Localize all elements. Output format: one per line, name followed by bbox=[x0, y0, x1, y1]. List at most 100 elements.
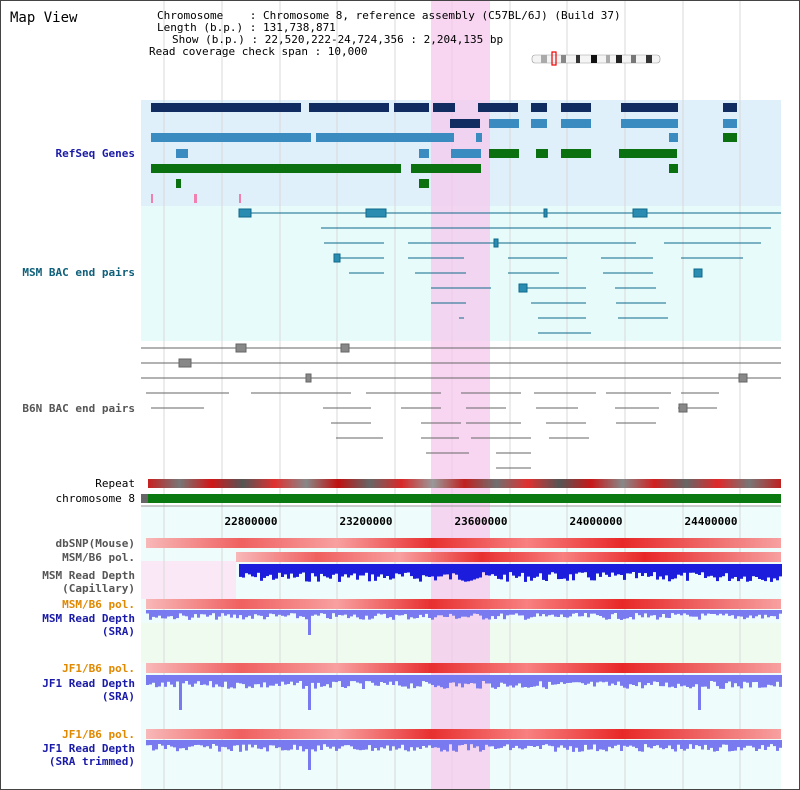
label-repeat[interactable]: Repeat bbox=[95, 477, 135, 490]
label-dbsnp[interactable]: dbSNP(Mouse) bbox=[55, 537, 135, 550]
depth-bar bbox=[248, 740, 251, 745]
depth-bar bbox=[299, 564, 302, 574]
depth-bar bbox=[590, 675, 593, 682]
depth-bar bbox=[212, 675, 215, 688]
depth-bar bbox=[167, 610, 170, 617]
b6n-bac-pairs bbox=[141, 343, 781, 469]
label-b6n-bac[interactable]: B6N BAC end pairs bbox=[22, 402, 135, 415]
depth-bar bbox=[665, 740, 668, 749]
depth-bar bbox=[248, 675, 251, 687]
depth-bar bbox=[380, 675, 383, 682]
depth-bar bbox=[734, 610, 737, 619]
depth-bar bbox=[425, 675, 428, 682]
depth-bar bbox=[287, 740, 290, 751]
depth-bar bbox=[515, 564, 518, 578]
depth-bar bbox=[518, 610, 521, 616]
depth-bar bbox=[311, 564, 314, 574]
depth-bar bbox=[755, 675, 758, 682]
depth-bar bbox=[497, 740, 500, 749]
depth-bar bbox=[596, 610, 599, 616]
depth-bar bbox=[377, 564, 380, 577]
depth-bar bbox=[170, 740, 173, 747]
depth-bar bbox=[380, 564, 383, 575]
depth-bar bbox=[257, 610, 260, 616]
depth-bar bbox=[185, 610, 188, 617]
chromosome-ideogram bbox=[531, 51, 661, 66]
depth-bar bbox=[329, 564, 332, 579]
depth-bar bbox=[467, 564, 470, 582]
depth-bar bbox=[317, 675, 320, 683]
label-msm-read-depth-sra-1[interactable]: MSM Read Depth bbox=[42, 612, 135, 625]
label-msm-b6-pol-1[interactable]: MSM/B6 pol. bbox=[62, 551, 135, 564]
depth-bar bbox=[434, 564, 437, 581]
depth-bar bbox=[209, 610, 212, 616]
depth-bar bbox=[716, 564, 719, 582]
depth-bar bbox=[149, 610, 152, 620]
depth-bar bbox=[473, 675, 476, 684]
depth-bar bbox=[725, 675, 728, 684]
depth-bar bbox=[455, 610, 458, 619]
depth-bar bbox=[296, 610, 299, 619]
depth-bar bbox=[707, 564, 710, 577]
label-refseq-genes[interactable]: RefSeq Genes bbox=[55, 147, 135, 160]
depth-bar bbox=[275, 675, 278, 684]
depth-bar bbox=[335, 610, 338, 617]
label-chromosome[interactable]: chromosome 8 bbox=[55, 492, 135, 505]
label-msm-b6-pol-2[interactable]: MSM/B6 pol. bbox=[62, 598, 135, 611]
depth-bar bbox=[422, 564, 425, 576]
depth-bar bbox=[698, 675, 701, 710]
depth-bar bbox=[644, 740, 647, 745]
depth-bar bbox=[524, 675, 527, 687]
jf1-read-depth-trimmed bbox=[146, 740, 782, 770]
label-msm-bac[interactable]: MSM BAC end pairs bbox=[22, 266, 135, 279]
label-jf1-b6-pol-1[interactable]: JF1/B6 pol. bbox=[62, 662, 135, 675]
depth-bar bbox=[545, 740, 548, 745]
depth-bar bbox=[581, 564, 584, 573]
depth-bar bbox=[434, 675, 437, 688]
depth-bar bbox=[620, 610, 623, 620]
depth-bar bbox=[761, 740, 764, 746]
depth-bar bbox=[248, 610, 251, 616]
label-msm-read-depth-cap-1[interactable]: MSM Read Depth bbox=[42, 569, 135, 582]
depth-bar bbox=[539, 564, 542, 574]
depth-bar bbox=[353, 675, 356, 682]
depth-bar bbox=[701, 675, 704, 687]
depth-bar bbox=[611, 740, 614, 749]
depth-bar bbox=[488, 610, 491, 620]
label-jf1-read-depth-sra-1[interactable]: JF1 Read Depth bbox=[42, 677, 135, 690]
depth-bar bbox=[392, 610, 395, 620]
depth-bar bbox=[260, 740, 263, 750]
depth-bar bbox=[560, 740, 563, 746]
depth-bar bbox=[593, 675, 596, 687]
depth-bar bbox=[692, 564, 695, 573]
depth-bar bbox=[281, 675, 284, 682]
depth-bar bbox=[554, 740, 557, 752]
depth-bar bbox=[239, 564, 242, 577]
depth-bar bbox=[344, 564, 347, 575]
depth-bar bbox=[458, 740, 461, 746]
depth-bar bbox=[710, 740, 713, 748]
depth-bar bbox=[227, 610, 230, 615]
depth-bar bbox=[728, 740, 731, 752]
depth-bar bbox=[236, 740, 239, 746]
depth-bar bbox=[467, 675, 470, 685]
depth-bar bbox=[299, 740, 302, 747]
depth-bar bbox=[473, 564, 476, 580]
label-jf1-b6-pol-2[interactable]: JF1/B6 pol. bbox=[62, 728, 135, 741]
depth-bar bbox=[527, 740, 530, 746]
depth-bar bbox=[371, 564, 374, 575]
depth-bar bbox=[344, 740, 347, 746]
depth-bar bbox=[443, 740, 446, 750]
depth-bar bbox=[158, 610, 161, 616]
depth-bar bbox=[716, 610, 719, 616]
depth-bar bbox=[578, 675, 581, 683]
depth-bar bbox=[239, 740, 242, 752]
label-jf1-read-depth-trim-1[interactable]: JF1 Read Depth bbox=[42, 742, 135, 755]
depth-bar bbox=[446, 564, 449, 575]
depth-bar bbox=[437, 740, 440, 748]
msm-b6-pol-track-1 bbox=[236, 552, 781, 562]
depth-bar bbox=[419, 675, 422, 687]
depth-bar bbox=[731, 675, 734, 688]
depth-bar bbox=[338, 675, 341, 682]
depth-bar bbox=[518, 675, 521, 684]
